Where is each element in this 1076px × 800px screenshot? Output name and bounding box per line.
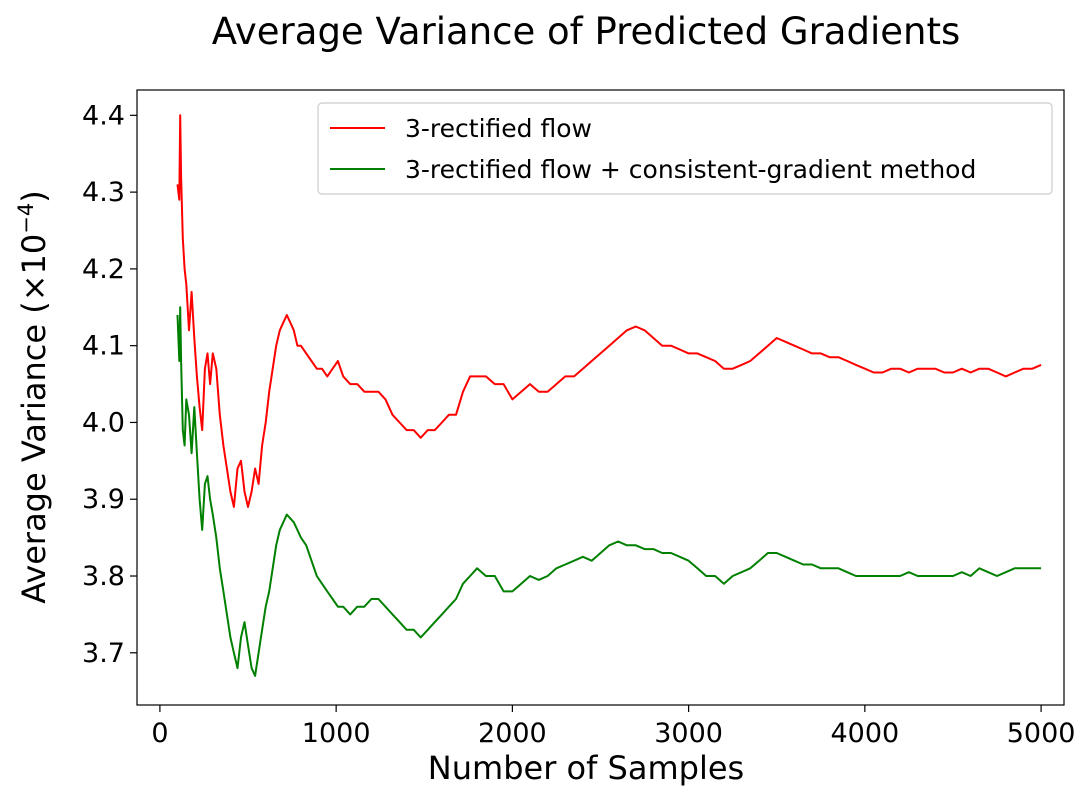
x-tick-label: 1000	[302, 718, 371, 749]
y-tick-label: 3.9	[82, 484, 125, 515]
plot-area	[176, 114, 1042, 677]
x-tick-label: 4000	[830, 718, 899, 749]
y-tick-label: 4.3	[82, 177, 125, 208]
x-tick-label: 2000	[478, 718, 547, 749]
y-axis-label-main: Average Variance (×10	[15, 234, 53, 604]
x-axis: 0 1000 2000 3000 4000 5000	[151, 705, 1075, 749]
legend-box	[317, 102, 1053, 195]
chart-title: Average Variance of Predicted Gradients	[212, 10, 961, 53]
y-tick-label: 3.8	[82, 561, 125, 592]
y-tick-label: 4.2	[82, 254, 125, 285]
plot-frame	[136, 89, 1065, 706]
x-tick-label: 5000	[1007, 718, 1076, 749]
y-axis-label-exponent: −4	[14, 203, 38, 234]
y-axis-label: Average Variance (×10−4)	[14, 190, 53, 603]
x-tick-label: 0	[151, 718, 168, 749]
y-tick-label: 4.1	[82, 331, 125, 362]
x-tick-label: 3000	[654, 718, 723, 749]
y-tick-label: 4.4	[82, 100, 125, 131]
y-tick-label: 3.7	[82, 638, 125, 669]
y-tick-label: 4.0	[82, 407, 125, 438]
legend-label: 3-rectified flow + consistent-gradient m…	[405, 155, 976, 184]
series-line-consistent-gradient	[176, 306, 1042, 677]
legend: 3-rectified flow 3-rectified flow + consi…	[317, 102, 1053, 195]
series-line-rectified-flow	[176, 114, 1042, 508]
legend-label: 3-rectified flow	[405, 114, 592, 143]
y-axis: 3.7 3.8 3.9 4.0 4.1 4.2 4.3 4.4	[82, 100, 137, 669]
y-axis-label-suffix: )	[15, 190, 53, 202]
x-axis-label: Number of Samples	[428, 749, 744, 787]
